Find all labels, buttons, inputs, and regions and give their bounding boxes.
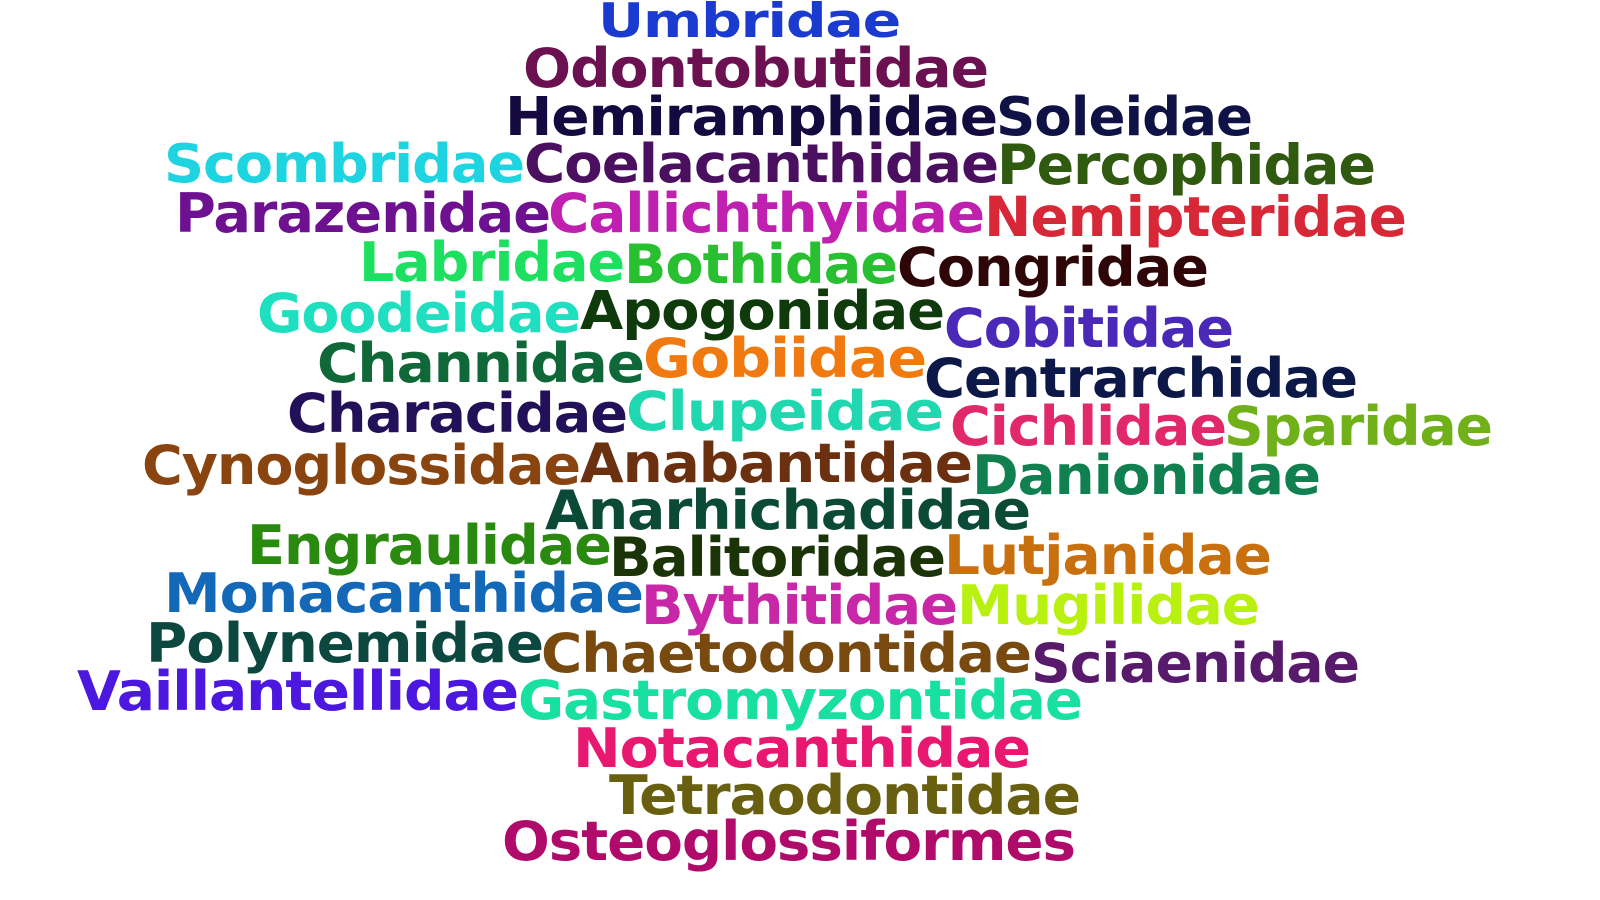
word-coelacanthidae: Coelacanthidae <box>524 132 999 195</box>
word-hemiramphidae: Hemiramphidae <box>505 85 998 148</box>
word-lutjanidae: Lutjanidae <box>944 523 1272 587</box>
word-scombridae: Scombridae <box>164 132 525 195</box>
word-osteoglossiformes: Osteoglossiformes <box>502 809 1076 873</box>
word-sciaenidae: Sciaenidae <box>1031 631 1360 695</box>
word-clupeidae: Clupeidae <box>626 379 944 443</box>
word-umbridae: Umbridae <box>598 0 901 50</box>
word-anarhichadidae: Anarhichadidae <box>545 478 1031 542</box>
word-centrarchidae: Centrarchidae <box>924 346 1358 410</box>
word-soleidae: Soleidae <box>996 85 1253 148</box>
word-parazenidae: Parazenidae <box>175 181 551 245</box>
word-mugilidae: Mugilidae <box>957 573 1260 637</box>
word-labridae: Labridae <box>359 230 625 294</box>
word-tetraodontidae: Tetraodontidae <box>609 763 1081 827</box>
word-monacanthidae: Monacanthidae <box>164 561 644 625</box>
word-anabantidae: Anabantidae <box>580 431 973 495</box>
word-danionidae: Danionidae <box>972 443 1321 507</box>
word-gastromyzontidae: Gastromyzontidae <box>518 668 1083 732</box>
word-engraulidae: Engraulidae <box>247 513 612 577</box>
word-polynemidae: Polynemidae <box>146 611 544 675</box>
word-callichthyidae: Callichthyidae <box>548 181 985 245</box>
word-balitoridae: Balitoridae <box>609 525 946 589</box>
word-percophidae: Percophidae <box>997 132 1376 197</box>
word-cobitidae: Cobitidae <box>944 296 1234 360</box>
word-gobiidae: Gobiidae <box>643 326 927 390</box>
word-cichlidae: Cichlidae <box>950 394 1227 458</box>
word-nemipteridae: Nemipteridae <box>984 184 1407 249</box>
word-bothidae: Bothidae <box>624 232 898 296</box>
word-apogonidae: Apogonidae <box>580 279 945 342</box>
word-vaillantellidae: Vaillantellidae <box>77 659 519 723</box>
word-sparidae: Sparidae <box>1224 394 1493 458</box>
word-odontobutidae: Odontobutidae <box>523 36 989 100</box>
word-chaetodontidae: Chaetodontidae <box>541 621 1032 685</box>
word-bythitidae: Bythitidae <box>641 573 958 637</box>
word-goodeidae: Goodeidae <box>257 281 581 345</box>
word-cynoglossidae: Cynoglossidae <box>142 433 581 497</box>
word-characidae: Characidae <box>287 381 628 445</box>
word-notacanthidae: Notacanthidae <box>573 716 1031 780</box>
word-congridae: Congridae <box>897 235 1209 299</box>
word-channidae: Channidae <box>317 331 645 395</box>
